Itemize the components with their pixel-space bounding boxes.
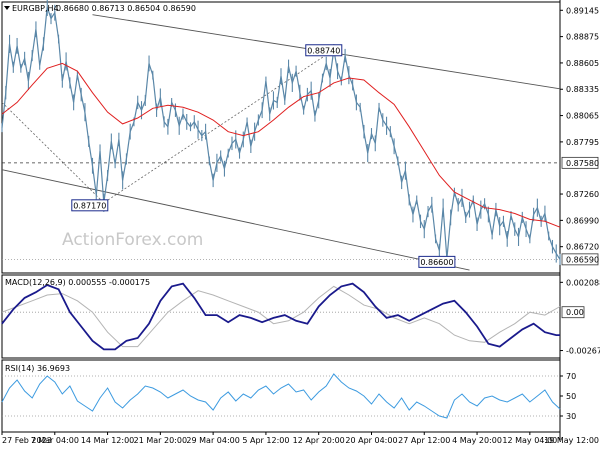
channel-lower-line — [1, 169, 470, 271]
price-annotation-box — [418, 255, 456, 268]
main-tick-label: 0.88875 — [566, 33, 599, 42]
main-tick-label: 0.87580 — [566, 159, 599, 168]
macd-title: MACD(12,26,9) 0.000555 -0.000175 — [5, 278, 150, 287]
macd-current-marker — [561, 306, 585, 319]
x-tick-label: 20 Apr 04:00 — [345, 436, 397, 445]
price-annotation: 0.88740 — [307, 46, 340, 55]
macd-main-line — [1, 282, 560, 351]
x-tick-label: 7 Mar 04:00 — [31, 436, 79, 445]
x-tick-label: 21 Mar 20:00 — [134, 436, 187, 445]
current-price-marker — [561, 253, 599, 266]
x-tick-label: 5 Apr 12:00 — [242, 436, 289, 445]
title-marker-icon — [4, 6, 10, 10]
support-level-marker — [561, 156, 599, 169]
x-tick-label: 14 Mar 12:00 — [81, 436, 134, 445]
macd-signal-line — [1, 285, 561, 348]
price-annotation: 0.87170 — [73, 201, 106, 210]
rsi-tick-label: 70 — [566, 372, 576, 381]
main-tick-label: 0.88335 — [566, 85, 599, 94]
main-tick-label: 0.86590 — [566, 255, 599, 264]
x-tick-label: 4 May 20:00 — [452, 436, 502, 445]
main-tick-label: 0.87795 — [566, 138, 599, 147]
watermark: ActionForex.com — [62, 230, 203, 250]
x-tick-label: 12 Apr 20:00 — [293, 436, 345, 445]
main-tick-label: 0.88605 — [566, 59, 599, 68]
rsi-tick-label: 30 — [566, 412, 576, 421]
x-tick-label: 12 May 04:00 — [502, 436, 557, 445]
moving-average-line — [1, 62, 561, 228]
rsi-title: RSI(14) 36.9693 — [5, 364, 70, 373]
x-tick-label: 19 May 12:00 — [544, 436, 599, 445]
rsi-panel — [1, 373, 561, 419]
main-tick-label: 0.88065 — [566, 112, 599, 121]
x-tick-label: 27 Apr 12:00 — [398, 436, 450, 445]
rsi-frame — [1, 359, 561, 433]
macd-tick-label: 0.00 — [566, 308, 584, 317]
rsi-tick-label: 50 — [566, 392, 576, 401]
rsi-line — [1, 373, 561, 419]
main-tick-label: 0.87260 — [566, 190, 599, 199]
price-annotation-box — [71, 199, 109, 212]
price-annotation-box — [305, 44, 343, 57]
macd-panel — [1, 282, 561, 351]
main-price-panel: 0.87170 0.88740 0.86600 — [1, 0, 561, 271]
main-title: EURGBP,H4 — [12, 4, 59, 13]
main-ohlc-readout: 0.86680 0.86713 0.86504 0.86590 — [56, 4, 196, 13]
main-tick-label: 0.86990 — [566, 216, 599, 225]
price-annotation: 0.86600 — [420, 258, 453, 267]
main-tick-label: 0.89145 — [566, 6, 599, 15]
axis-layer: 0.89145 0.88875 0.88605 0.88335 0.88065 0.877… — [1, 6, 600, 445]
macd-tick-label: -0.002679 — [566, 347, 600, 356]
x-tick-label: 27 Feb 2023 — [2, 436, 52, 445]
macd-tick-label: 0.002088 — [566, 278, 600, 287]
price-line — [1, 6, 561, 260]
x-tick-label: 29 Mar 04:00 — [186, 436, 239, 445]
main-tick-label: 0.86720 — [566, 243, 599, 252]
